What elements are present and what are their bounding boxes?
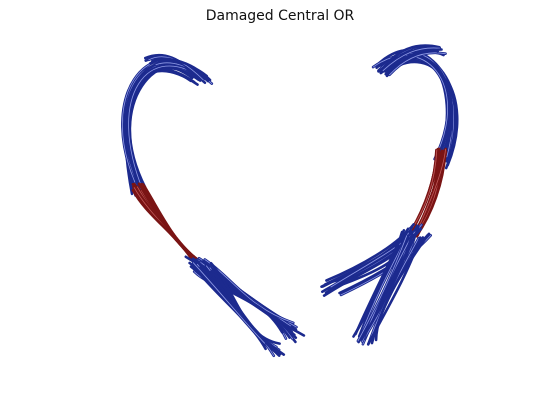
left-intact-fiber [153,57,212,82]
right-intact-upper-segment [371,44,459,170]
right-fiber-bundle [320,44,459,346]
left-damaged-fiber [143,186,211,271]
left-intact-lower-segment [184,255,306,358]
left-intact-fiber [209,261,281,345]
left-intact-fiber-highlight [192,262,265,344]
left-damaged-fiber [142,183,209,268]
right-intact-fiber-highlight [382,47,441,71]
right-intact-lower-segment [320,223,432,346]
left-intact-fiber [213,270,286,356]
left-intact-upper-segment [121,53,214,200]
right-intact-fiber [384,48,443,73]
right-damaged-fiber-highlight [416,148,446,232]
figure-title: Damaged Central OR [205,8,355,24]
left-intact-fiber-highlight [128,65,204,192]
right-intact-fiber-highlight [357,235,408,342]
left-damaged-fiber [141,183,209,267]
left-fiber-bundle [121,53,306,358]
right-intact-fiber [367,236,422,345]
right-intact-fiber [360,233,414,341]
right-intact-fiber-highlight [389,52,446,76]
